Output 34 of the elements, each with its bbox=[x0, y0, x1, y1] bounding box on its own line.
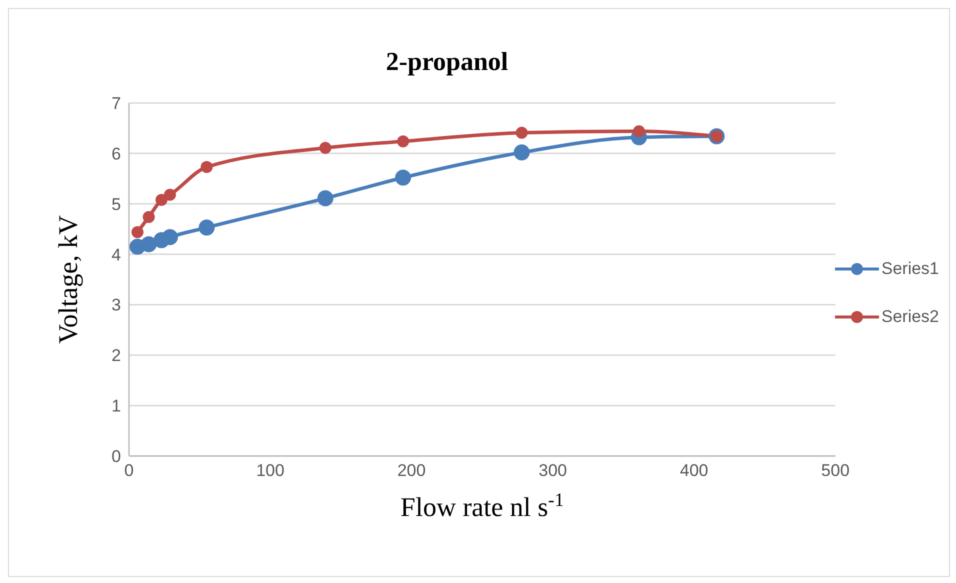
point bbox=[198, 220, 215, 236]
x-tick-label: 0 bbox=[124, 461, 134, 480]
x-tick-label: 200 bbox=[397, 461, 426, 480]
point bbox=[155, 194, 168, 206]
x-tick-label: 400 bbox=[680, 461, 708, 480]
point bbox=[319, 142, 332, 154]
y-tick-label: 5 bbox=[112, 194, 121, 214]
y-tick-label: 7 bbox=[112, 94, 121, 114]
point bbox=[200, 161, 213, 174]
point bbox=[317, 190, 334, 206]
x-axis-title: Flow rate nl s$^{-1}$ bbox=[400, 490, 564, 522]
point bbox=[516, 126, 528, 139]
point bbox=[140, 236, 157, 252]
point bbox=[162, 229, 178, 246]
point bbox=[142, 210, 155, 223]
y-tick-label: 4 bbox=[112, 245, 121, 264]
point bbox=[397, 135, 410, 148]
legend-label: Series1 bbox=[881, 258, 939, 278]
legend-label: Series2 bbox=[881, 306, 939, 326]
y-tick-label: 0 bbox=[112, 447, 121, 466]
y-tick-label: 2 bbox=[112, 346, 121, 366]
y-axis-title: Voltage, kV bbox=[53, 214, 83, 344]
y-tick-label: 1 bbox=[112, 396, 121, 416]
point bbox=[514, 144, 530, 160]
y-tick-label: 6 bbox=[112, 144, 121, 164]
point bbox=[632, 125, 645, 138]
point bbox=[131, 226, 144, 238]
point bbox=[164, 188, 176, 201]
y-tick-label: 3 bbox=[112, 296, 121, 315]
chart-title: 2-propanol bbox=[384, 47, 510, 77]
x-tick-label: 300 bbox=[538, 461, 568, 480]
x-tick-label: 100 bbox=[256, 461, 284, 480]
x-tick-label: 500 bbox=[821, 461, 850, 480]
point bbox=[395, 170, 412, 186]
